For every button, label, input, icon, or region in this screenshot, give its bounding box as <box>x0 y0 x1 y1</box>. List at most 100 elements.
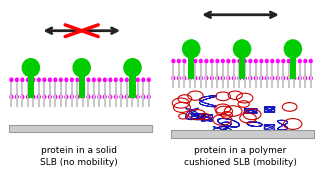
Bar <box>304 64 306 76</box>
Bar <box>310 64 312 76</box>
Bar <box>38 94 40 107</box>
Ellipse shape <box>309 76 313 81</box>
Ellipse shape <box>141 94 145 99</box>
Bar <box>189 64 191 76</box>
Bar <box>271 76 273 88</box>
Ellipse shape <box>70 94 74 99</box>
Ellipse shape <box>232 59 236 64</box>
Bar <box>216 76 218 88</box>
Bar <box>104 94 106 107</box>
Ellipse shape <box>81 77 85 82</box>
Ellipse shape <box>70 77 74 82</box>
Bar <box>277 76 279 88</box>
Bar <box>266 76 268 88</box>
Ellipse shape <box>81 94 85 99</box>
Ellipse shape <box>199 59 203 64</box>
Bar <box>290 57 296 80</box>
Bar <box>211 64 213 76</box>
Ellipse shape <box>26 77 30 82</box>
Bar <box>137 82 139 94</box>
Ellipse shape <box>193 59 197 64</box>
Bar <box>98 94 100 107</box>
Ellipse shape <box>108 94 112 99</box>
Bar <box>244 76 246 88</box>
Ellipse shape <box>59 94 63 99</box>
Ellipse shape <box>287 76 291 81</box>
Bar <box>38 82 40 94</box>
Ellipse shape <box>123 58 142 77</box>
Ellipse shape <box>136 94 140 99</box>
Ellipse shape <box>15 77 19 82</box>
Bar <box>227 64 229 76</box>
Bar <box>233 64 235 76</box>
Ellipse shape <box>204 59 208 64</box>
Bar <box>65 94 67 107</box>
Bar <box>9 125 152 132</box>
Bar <box>194 76 196 88</box>
Bar <box>142 94 144 107</box>
Bar <box>178 76 180 88</box>
Ellipse shape <box>243 59 247 64</box>
Bar <box>27 94 29 107</box>
Ellipse shape <box>171 76 175 81</box>
Bar <box>131 94 133 107</box>
Ellipse shape <box>303 76 308 81</box>
Bar <box>227 76 229 88</box>
Ellipse shape <box>53 77 57 82</box>
Bar <box>249 64 251 76</box>
Bar <box>189 76 191 88</box>
Bar <box>299 64 301 76</box>
Ellipse shape <box>64 77 68 82</box>
Bar <box>171 130 314 138</box>
Ellipse shape <box>204 76 208 81</box>
Ellipse shape <box>232 76 236 81</box>
Bar <box>260 64 262 76</box>
Ellipse shape <box>9 94 13 99</box>
Bar <box>183 64 185 76</box>
Bar <box>11 94 12 107</box>
Bar <box>142 82 144 94</box>
Bar <box>126 94 128 107</box>
Ellipse shape <box>75 94 79 99</box>
Bar <box>137 94 139 107</box>
Bar <box>109 94 111 107</box>
Ellipse shape <box>182 59 186 64</box>
Ellipse shape <box>281 59 286 64</box>
Ellipse shape <box>292 59 296 64</box>
Ellipse shape <box>248 76 252 81</box>
Ellipse shape <box>177 59 181 64</box>
Bar <box>188 57 194 80</box>
Bar <box>130 76 136 98</box>
Ellipse shape <box>237 76 241 81</box>
Ellipse shape <box>125 77 129 82</box>
Bar <box>49 94 51 107</box>
Ellipse shape <box>171 59 175 64</box>
Bar <box>200 76 202 88</box>
Ellipse shape <box>53 94 57 99</box>
Bar <box>211 76 213 88</box>
Bar <box>310 76 312 88</box>
Bar <box>148 94 150 107</box>
Bar <box>172 64 174 76</box>
Bar <box>82 94 84 107</box>
Text: protein in a solid
SLB (no mobility): protein in a solid SLB (no mobility) <box>40 146 117 167</box>
Ellipse shape <box>114 77 118 82</box>
Bar <box>54 94 56 107</box>
Ellipse shape <box>141 77 145 82</box>
Bar <box>126 82 128 94</box>
Bar <box>244 64 246 76</box>
Bar <box>172 76 174 88</box>
Ellipse shape <box>86 77 90 82</box>
Ellipse shape <box>182 39 201 59</box>
Bar <box>260 76 262 88</box>
Bar <box>288 64 290 76</box>
Bar <box>288 76 290 88</box>
Bar <box>78 76 85 98</box>
Ellipse shape <box>31 77 35 82</box>
Bar <box>131 82 133 94</box>
Ellipse shape <box>92 77 96 82</box>
Bar <box>277 64 279 76</box>
Bar <box>115 94 117 107</box>
Bar <box>60 94 62 107</box>
Ellipse shape <box>215 76 219 81</box>
